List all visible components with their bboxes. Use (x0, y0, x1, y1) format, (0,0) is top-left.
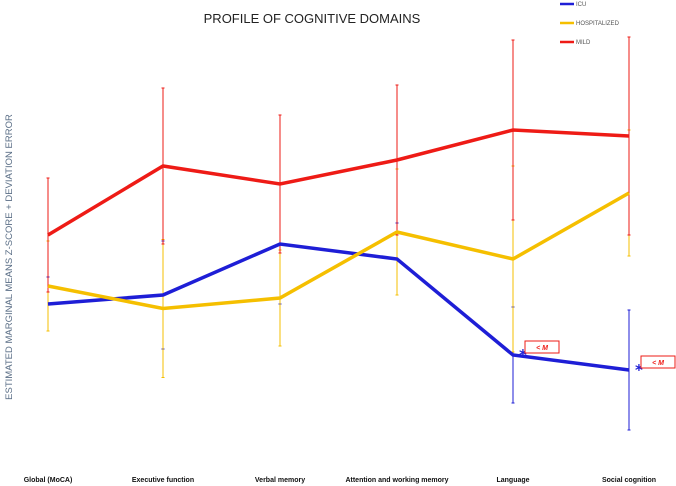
x-tick-attention-and-working-memory: Attention and working memory (345, 477, 448, 484)
annotation-social-cognition: * < M (635, 355, 676, 379)
legend: ICU HOSPITALIZED MILD (560, 2, 620, 46)
series-lines (47, 128, 630, 372)
legend-item-hospitalized: HOSPITALIZED (560, 21, 620, 27)
series-line-hospitalized (47, 191, 630, 311)
x-tick-executive-function: Executive function (132, 477, 194, 484)
y-axis-label: ESTIMATED MARGINAL MEANS Z-SCORE + DEVIA… (4, 114, 15, 400)
x-tick-social-cognition: Social cognition (602, 477, 656, 484)
legend-label: HOSPITALIZED (576, 21, 620, 27)
x-tick-global-moca: Global (MoCA) (24, 477, 73, 484)
annotation-language: * < M (519, 340, 560, 364)
annotations: * < M * < M (519, 340, 676, 379)
significance-star: * (519, 346, 527, 364)
annotation-box (640, 355, 676, 369)
legend-label: MILD (576, 40, 591, 46)
error-bars (46, 36, 631, 431)
x-tick-language: Language (496, 477, 529, 484)
chart-title: PROFILE OF COGNITIVE DOMAINS (204, 11, 421, 26)
annotation-label: < M (536, 345, 548, 352)
legend-item-mild: MILD (560, 40, 591, 46)
legend-label: ICU (576, 2, 586, 8)
x-tick-labels: Global (MoCA) Executive function Verbal me… (24, 477, 656, 484)
significance-star: * (635, 361, 643, 379)
series-line-mild (47, 128, 630, 237)
annotation-label: < M (652, 360, 664, 367)
annotation-box (524, 340, 560, 354)
series-line-icu (47, 242, 630, 372)
x-tick-verbal-memory: Verbal memory (255, 477, 305, 484)
legend-item-icu: ICU (560, 2, 586, 8)
